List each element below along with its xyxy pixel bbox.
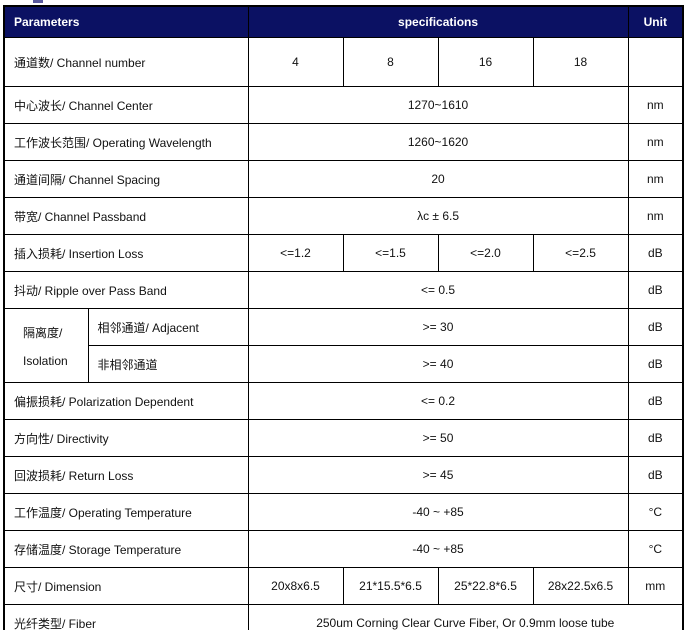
row-unit: dB: [627, 271, 684, 309]
row-value: <= 0.5: [247, 271, 629, 309]
table-row-isolation-nonadjacent: 非相邻通道 >= 40 dB: [4, 345, 684, 383]
row-unit: dB: [627, 345, 684, 383]
table-header-row: Parameters specifications Unit: [3, 5, 684, 38]
row-value: >= 45: [247, 456, 629, 494]
table-row-channel-number: 通道数/ Channel number 4 8 16 18: [3, 37, 684, 87]
table-row-dimension: 尺寸/ Dimension 20x8x6.5 21*15.5*6.5 25*22…: [3, 567, 684, 605]
row-unit: dB: [627, 234, 684, 272]
row-value: 28x22.5x6.5: [532, 567, 629, 605]
row-value: 250um Corning Clear Curve Fiber, Or 0.9m…: [247, 604, 684, 630]
table-row-operating-wavelength: 工作波长范围/ Operating Wavelength 1260~1620 n…: [3, 123, 684, 161]
row-unit: dB: [627, 308, 684, 346]
row-unit: nm: [627, 197, 684, 235]
row-label: 回波损耗/ Return Loss: [3, 456, 249, 494]
specifications-table: Parameters specifications Unit 通道数/ Chan…: [3, 5, 685, 630]
row-label: 通道数/ Channel number: [3, 37, 249, 87]
row-label: 尺寸/ Dimension: [3, 567, 249, 605]
row-value: >= 40: [247, 345, 629, 383]
row-unit: dB: [627, 419, 684, 457]
row-value: <=2.5: [532, 234, 629, 272]
table-row-return-loss: 回波损耗/ Return Loss >= 45 dB: [3, 456, 684, 494]
row-value: 20x8x6.5: [247, 567, 344, 605]
isolation-label-cn: 隔离度/: [23, 325, 63, 340]
table-row-polarization: 偏振损耗/ Polarization Dependent <= 0.2 dB: [3, 382, 684, 420]
row-value: λc ± 6.5: [247, 197, 629, 235]
header-parameters: Parameters: [3, 5, 249, 38]
table-row-directivity: 方向性/ Directivity >= 50 dB: [3, 419, 684, 457]
row-value: 25*22.8*6.5: [437, 567, 534, 605]
cut-off-text-fragment: [33, 0, 43, 3]
table-row-ripple: 抖动/ Ripple over Pass Band <= 0.5 dB: [3, 271, 684, 309]
header-unit: Unit: [627, 5, 684, 38]
row-label: 工作波长范围/ Operating Wavelength: [3, 123, 249, 161]
table-row-isolation-adjacent: 隔离度/ Isolation 相邻通道/ Adjacent >= 30 dB: [3, 308, 684, 383]
row-label: 中心波长/ Channel Center: [3, 86, 249, 124]
row-value: >= 30: [247, 308, 629, 346]
row-unit: °C: [627, 530, 684, 568]
row-label: 方向性/ Directivity: [3, 419, 249, 457]
row-label: 偏振损耗/ Polarization Dependent: [3, 382, 249, 420]
table-row-operating-temperature: 工作温度/ Operating Temperature -40 ~ +85 °C: [3, 493, 684, 531]
row-value: >= 50: [247, 419, 629, 457]
row-value: -40 ~ +85: [247, 530, 629, 568]
row-unit: nm: [627, 86, 684, 124]
row-label: 插入损耗/ Insertion Loss: [3, 234, 249, 272]
isolation-group-label: 隔离度/ Isolation: [3, 308, 89, 383]
row-sublabel: 非相邻通道: [87, 345, 249, 383]
row-sublabel: 相邻通道/ Adjacent: [87, 308, 249, 346]
isolation-label-en: Isolation: [23, 353, 68, 368]
table-row-storage-temperature: 存储温度/ Storage Temperature -40 ~ +85 °C: [3, 530, 684, 568]
row-unit: [627, 37, 684, 87]
table-row-channel-center: 中心波长/ Channel Center 1270~1610 nm: [3, 86, 684, 124]
row-value: 16: [437, 37, 534, 87]
row-label: 带宽/ Channel Passband: [3, 197, 249, 235]
row-unit: dB: [627, 382, 684, 420]
row-value: 21*15.5*6.5: [342, 567, 439, 605]
row-label: 通道间隔/ Channel Spacing: [3, 160, 249, 198]
header-specifications: specifications: [247, 5, 629, 38]
table-row-channel-passband: 带宽/ Channel Passband λc ± 6.5 nm: [3, 197, 684, 235]
table-row-insertion-loss: 插入损耗/ Insertion Loss <=1.2 <=1.5 <=2.0 <…: [3, 234, 684, 272]
row-value: 4: [247, 37, 344, 87]
row-unit: nm: [627, 123, 684, 161]
row-value: <= 0.2: [247, 382, 629, 420]
row-value: 8: [342, 37, 439, 87]
row-label: 光纤类型/ Fiber: [3, 604, 249, 630]
row-unit: mm: [627, 567, 684, 605]
isolation-group-label-inner: 隔离度/ Isolation: [14, 320, 87, 372]
row-value: 20: [247, 160, 629, 198]
table-row-channel-spacing: 通道间隔/ Channel Spacing 20 nm: [3, 160, 684, 198]
row-value: 18: [532, 37, 629, 87]
row-value: <=1.2: [247, 234, 344, 272]
table-row-fiber: 光纤类型/ Fiber 250um Corning Clear Curve Fi…: [3, 604, 684, 630]
row-unit: dB: [627, 456, 684, 494]
row-unit: nm: [627, 160, 684, 198]
row-value: 1260~1620: [247, 123, 629, 161]
row-label: 抖动/ Ripple over Pass Band: [3, 271, 249, 309]
row-label: 工作温度/ Operating Temperature: [3, 493, 249, 531]
row-value: -40 ~ +85: [247, 493, 629, 531]
row-value: <=1.5: [342, 234, 439, 272]
row-value: <=2.0: [437, 234, 534, 272]
row-unit: °C: [627, 493, 684, 531]
row-label: 存储温度/ Storage Temperature: [3, 530, 249, 568]
row-value: 1270~1610: [247, 86, 629, 124]
